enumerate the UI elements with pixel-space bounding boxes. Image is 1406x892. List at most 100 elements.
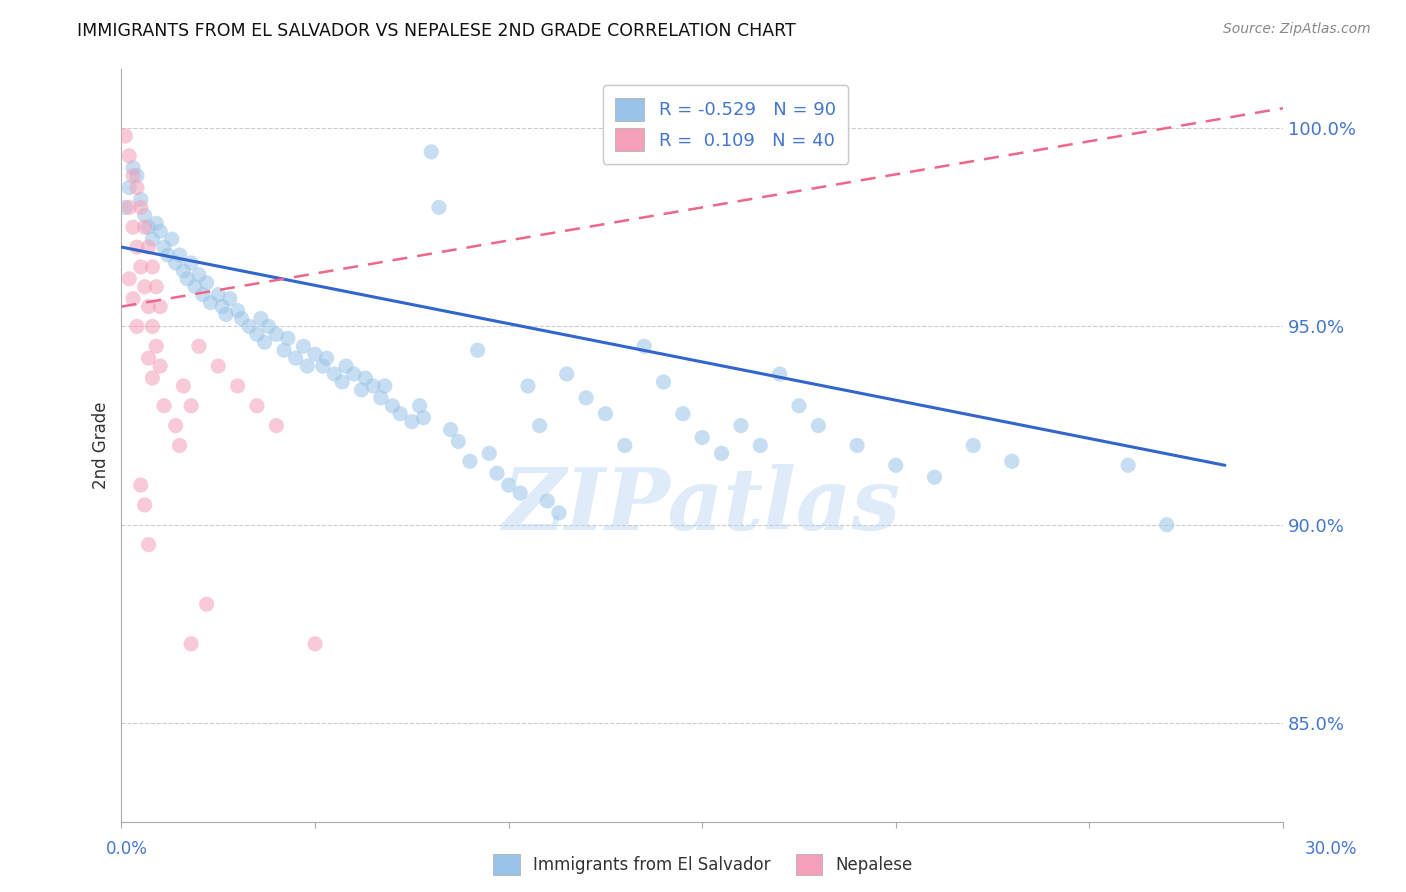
Point <box>509 486 531 500</box>
Point <box>536 494 558 508</box>
Point <box>114 200 136 214</box>
Point <box>134 498 156 512</box>
Point <box>361 379 384 393</box>
Text: Source: ZipAtlas.com: Source: ZipAtlas.com <box>1223 22 1371 37</box>
Point <box>191 287 214 301</box>
Point <box>924 470 946 484</box>
Point <box>595 407 617 421</box>
Point <box>138 220 160 235</box>
Point <box>323 367 346 381</box>
Point <box>207 359 229 373</box>
Point <box>160 232 183 246</box>
Point <box>962 438 984 452</box>
Point <box>447 434 470 449</box>
Point <box>172 379 194 393</box>
Y-axis label: 2nd Grade: 2nd Grade <box>93 401 110 489</box>
Point <box>138 240 160 254</box>
Point <box>807 418 830 433</box>
Point <box>122 169 145 183</box>
Point <box>226 303 249 318</box>
Point <box>129 193 152 207</box>
Point <box>389 407 412 421</box>
Point <box>129 478 152 492</box>
Point <box>118 180 141 194</box>
Point <box>125 240 148 254</box>
Point <box>246 399 269 413</box>
Point <box>134 279 156 293</box>
Point <box>134 208 156 222</box>
Point <box>420 145 443 159</box>
Point <box>200 295 222 310</box>
Point <box>478 446 501 460</box>
Point <box>652 375 675 389</box>
Point <box>517 379 540 393</box>
Point <box>149 359 172 373</box>
Point <box>548 506 571 520</box>
Point <box>180 256 202 270</box>
Point <box>165 418 187 433</box>
Point <box>118 272 141 286</box>
Point <box>141 319 163 334</box>
Text: 30.0%: 30.0% <box>1305 840 1357 858</box>
Point <box>529 418 551 433</box>
Point <box>180 399 202 413</box>
Legend: R = -0.529   N = 90, R =  0.109   N = 40: R = -0.529 N = 90, R = 0.109 N = 40 <box>603 85 848 164</box>
Point <box>250 311 273 326</box>
Point <box>672 407 695 421</box>
Point <box>1156 517 1178 532</box>
Point <box>273 343 295 358</box>
Point <box>153 240 176 254</box>
Point <box>226 379 249 393</box>
Point <box>145 279 167 293</box>
Point <box>231 311 253 326</box>
Point <box>312 359 335 373</box>
Point <box>257 319 280 334</box>
Point <box>575 391 598 405</box>
Point <box>141 371 163 385</box>
Point <box>195 597 218 611</box>
Point <box>138 351 160 366</box>
Point <box>149 224 172 238</box>
Point <box>401 415 423 429</box>
Point <box>787 399 810 413</box>
Point <box>284 351 307 366</box>
Point <box>118 200 141 214</box>
Point <box>138 300 160 314</box>
Text: IMMIGRANTS FROM EL SALVADOR VS NEPALESE 2ND GRADE CORRELATION CHART: IMMIGRANTS FROM EL SALVADOR VS NEPALESE … <box>77 22 796 40</box>
Point <box>129 200 152 214</box>
Point <box>172 264 194 278</box>
Point <box>315 351 337 366</box>
Point <box>145 216 167 230</box>
Point <box>498 478 520 492</box>
Point <box>408 399 430 413</box>
Point <box>846 438 869 452</box>
Point <box>690 430 713 444</box>
Point <box>266 418 288 433</box>
Point <box>710 446 733 460</box>
Point <box>467 343 489 358</box>
Point <box>613 438 636 452</box>
Point <box>439 423 461 437</box>
Point <box>304 637 326 651</box>
Point <box>458 454 481 468</box>
Point <box>125 319 148 334</box>
Point <box>122 292 145 306</box>
Point <box>122 161 145 175</box>
Point <box>215 308 238 322</box>
Point <box>370 391 392 405</box>
Point <box>153 399 176 413</box>
Point <box>180 637 202 651</box>
Point <box>134 220 156 235</box>
Point <box>125 180 148 194</box>
Point <box>122 220 145 235</box>
Point <box>730 418 752 433</box>
Point <box>195 276 218 290</box>
Point <box>138 538 160 552</box>
Point <box>238 319 260 334</box>
Point <box>141 260 163 274</box>
Point <box>118 149 141 163</box>
Point <box>141 232 163 246</box>
Point <box>169 248 191 262</box>
Text: ZIPatlas: ZIPatlas <box>503 464 901 548</box>
Point <box>169 438 191 452</box>
